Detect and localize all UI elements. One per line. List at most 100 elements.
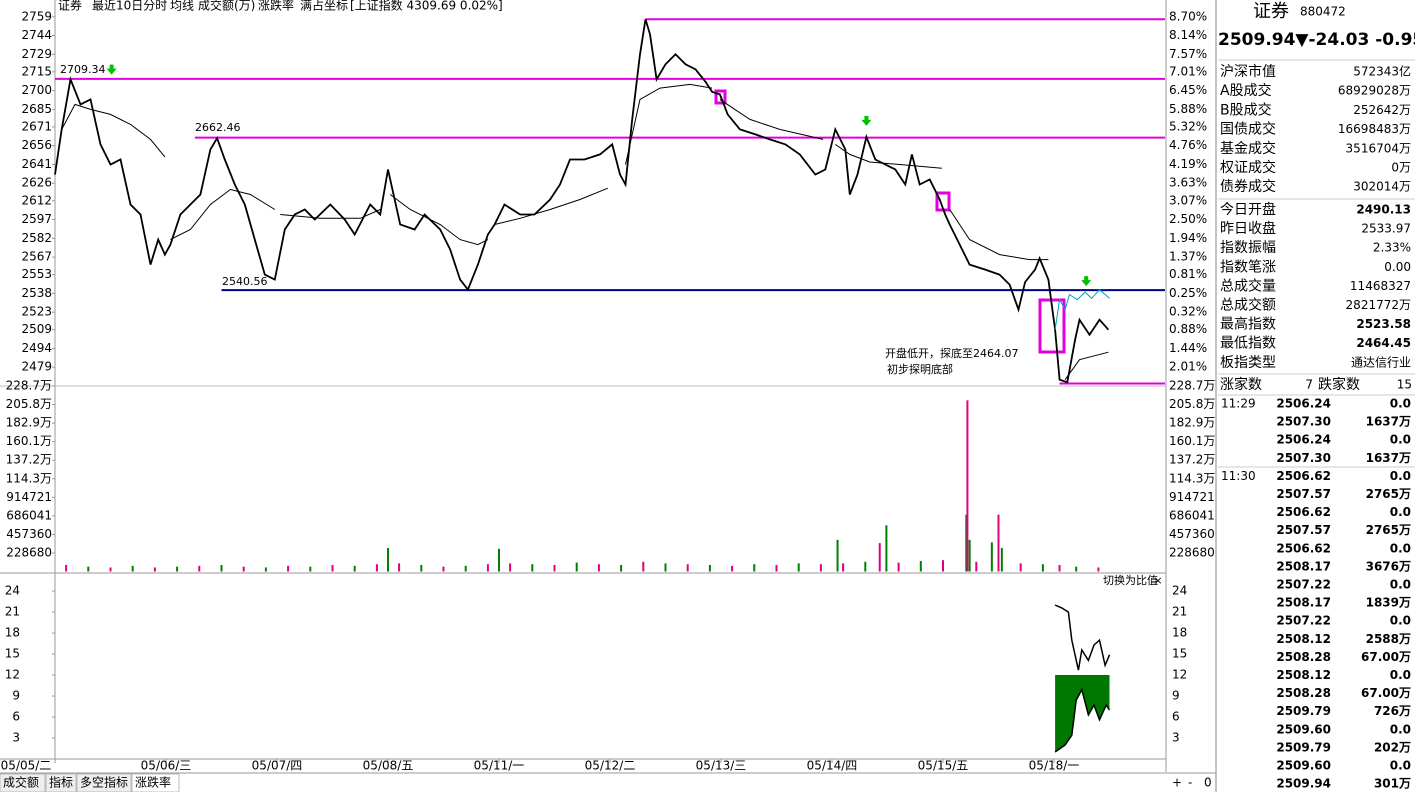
tab[interactable] (0, 773, 46, 792)
level-label: 2709.34 (60, 63, 106, 76)
trade-price: 2509.94 (1276, 777, 1331, 791)
volume-bar (264, 567, 267, 572)
level-label: 2540.56 (222, 275, 268, 288)
volume-bar (1097, 567, 1100, 572)
zoom-button[interactable]: - (1188, 776, 1192, 790)
stat-value: 2533.97 (1361, 222, 1411, 236)
tab-label[interactable]: 成交额 (3, 775, 39, 790)
switch-ratio[interactable]: 切换为比值 (1103, 573, 1158, 587)
y-tick-label: 9 (12, 689, 20, 703)
volume-bar (864, 561, 867, 572)
trade-volume: 0.0 (1390, 397, 1411, 411)
trade-volume: 0.0 (1390, 469, 1411, 483)
y-tick-label: 205.8万 (1169, 397, 1215, 411)
tab-label[interactable]: 多空指标 (80, 775, 128, 790)
stat-value: 3516704万 (1346, 141, 1411, 155)
header-item[interactable]: 证券 (58, 0, 82, 13)
header-item[interactable]: 均线 (170, 0, 194, 13)
tab-label[interactable]: 指标 (49, 775, 73, 790)
volume-bar (597, 564, 600, 572)
y-tick-label: 2626 (21, 176, 52, 190)
y-tick-label: 2715 (21, 64, 52, 78)
trade-price: 2509.79 (1276, 740, 1331, 754)
date-label: 05/05/二 (1, 759, 52, 773)
y-tick-label: 24 (5, 584, 20, 598)
trade-price: 2508.17 (1276, 596, 1331, 610)
y-tick-label: 15 (5, 647, 20, 661)
pct-tick-label: 7.57% (1169, 47, 1207, 61)
breadth-label: 涨家数 (1220, 376, 1262, 393)
header-item[interactable]: 涨跌率 (258, 0, 294, 13)
y-tick-label: 9 (1172, 689, 1180, 703)
volume-bar (975, 561, 978, 572)
y-tick-label: 2479 (21, 360, 52, 374)
trade-price: 2506.24 (1276, 397, 1331, 411)
header-item[interactable]: 成交额(万) (198, 0, 255, 13)
breadth-value: 15 (1397, 378, 1412, 392)
volume-bar (708, 565, 711, 572)
y-tick-label: 2656 (21, 138, 52, 152)
trade-volume: 0.0 (1390, 541, 1411, 555)
trade-volume: 2588万 (1366, 632, 1411, 646)
trade-price: 2509.60 (1276, 759, 1331, 773)
y-tick-label: 3 (1172, 731, 1180, 745)
trade-price: 2506.24 (1276, 433, 1331, 447)
stat-label: 总成交量 (1220, 277, 1276, 294)
stat-value: 0.00 (1384, 260, 1411, 274)
ratio-fill (1055, 675, 1110, 752)
trade-volume: 0.0 (1390, 505, 1411, 519)
trade-volume: 0.0 (1390, 722, 1411, 736)
volume-bar (842, 563, 845, 572)
header-item[interactable]: 满占坐标 (300, 0, 348, 13)
tab-label[interactable]: 涨跌率 (135, 775, 171, 790)
tab[interactable] (131, 773, 180, 792)
stat-value: 通达信行业 (1351, 355, 1411, 369)
date-label: 05/11/一 (474, 759, 525, 773)
trade-volume: 1637万 (1366, 415, 1411, 429)
date-label: 05/08/五 (363, 759, 414, 773)
volume-bar (1075, 566, 1078, 572)
zoom-button[interactable]: 0 (1204, 776, 1212, 790)
volume-bar (331, 565, 334, 572)
volume-bar (442, 566, 445, 572)
trade-volume: 1637万 (1366, 451, 1411, 465)
date-label: 05/14/四 (807, 759, 858, 773)
arrow-marker (106, 64, 117, 75)
y-tick-label: 114.3万 (6, 471, 52, 485)
pct-tick-label: 5.88% (1169, 102, 1207, 116)
volume-bar (819, 564, 822, 572)
stat-label: 沪深市值 (1220, 63, 1276, 80)
pct-tick-label: 7.01% (1169, 64, 1207, 78)
trade-volume: 0.0 (1390, 578, 1411, 592)
tab[interactable] (76, 773, 132, 792)
volume-bar (575, 562, 578, 572)
volume-bar (131, 565, 134, 572)
trade-volume: 301万 (1374, 777, 1411, 791)
stat-label: 权证成交 (1220, 159, 1276, 176)
stat-value: 0万 (1391, 161, 1411, 175)
y-tick-label: 114.3万 (1169, 471, 1215, 485)
trade-volume: 726万 (1374, 704, 1411, 718)
date-label: 05/12/二 (585, 759, 636, 773)
y-tick-label: 6 (1172, 710, 1180, 724)
volume-bar (287, 565, 290, 572)
volume-bar (664, 563, 667, 572)
date-label: 05/06/三 (141, 759, 192, 773)
y-tick-label: 2494 (21, 341, 52, 355)
header-item[interactable]: 最近10日分时 (92, 0, 167, 13)
volume-bar (65, 565, 68, 572)
close-button[interactable]: × (1153, 574, 1162, 587)
volume-bar (375, 564, 378, 572)
volume-bar (486, 564, 489, 572)
zoom-button[interactable]: + (1172, 776, 1182, 790)
quote: 2509.94▼-24.03 -0.95% (1218, 30, 1415, 50)
tab[interactable] (45, 773, 77, 792)
trade-price: 2507.57 (1276, 487, 1331, 501)
stat-value: 2464.45 (1356, 336, 1411, 350)
volume-bar (836, 539, 839, 572)
breadth-label: 跌家数 (1318, 376, 1360, 393)
stat-value: 302014万 (1353, 180, 1411, 194)
stat-label: 基金成交 (1220, 140, 1276, 157)
trade-price: 2506.62 (1276, 541, 1331, 555)
